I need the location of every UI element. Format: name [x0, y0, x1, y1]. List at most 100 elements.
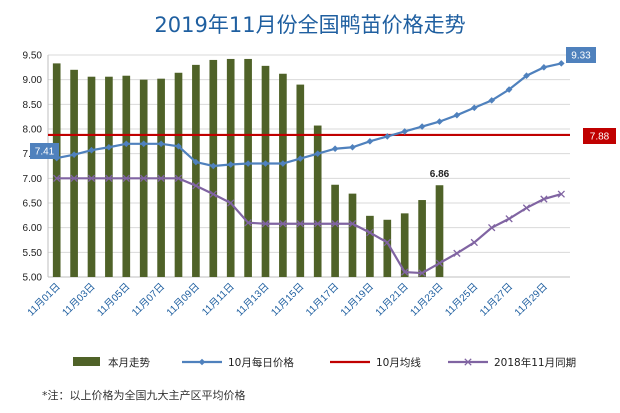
bar [296, 84, 305, 277]
point-october [88, 146, 95, 154]
point-october [297, 155, 304, 162]
point-2018 [453, 249, 461, 257]
average-value-label: 7.88 [590, 132, 610, 143]
point-2018 [192, 182, 200, 190]
point-october [157, 140, 165, 148]
bar [226, 58, 235, 277]
x-tick-label: 11月29日 [512, 281, 550, 319]
last-value-label: 9.33 [571, 51, 591, 62]
point-october [262, 160, 269, 167]
x-tick-label: 11月21日 [373, 281, 411, 319]
bar [244, 58, 252, 277]
x-tick-label: 11月05日 [95, 281, 133, 319]
point-2018 [348, 220, 357, 228]
first-value-label-box [30, 143, 59, 159]
legend-swatch-bar [73, 357, 100, 366]
y-tick-label: 9.50 [23, 51, 43, 62]
line-2018 [56, 177, 562, 275]
bar [174, 72, 183, 277]
bar [366, 215, 374, 277]
point-october [505, 86, 513, 93]
bar [400, 213, 409, 277]
point-2018 [488, 224, 496, 232]
point-october [314, 150, 321, 157]
point-october [488, 97, 495, 104]
point-2018 [279, 220, 287, 228]
last-value-label-box [566, 47, 596, 63]
x-tick-label: 11月09日 [164, 281, 202, 319]
point-2018 [140, 174, 148, 182]
bar [122, 75, 131, 277]
bar [105, 76, 113, 277]
x-tick-label: 11月23日 [408, 281, 446, 319]
first-value-label: 7.41 [35, 147, 55, 158]
legend-marker-2018 [464, 358, 472, 366]
data-labels: 7.41 9.33 7.88 6.86 [30, 47, 616, 180]
point-october [331, 145, 339, 153]
point-october [366, 138, 374, 145]
point-october [279, 160, 287, 167]
point-october [540, 64, 548, 71]
point-october [210, 162, 217, 170]
point-october [140, 140, 147, 148]
legend-label-bar: 本月走势 [108, 356, 150, 369]
point-2018 [366, 228, 374, 237]
point-october [453, 111, 461, 119]
point-2018 [418, 269, 426, 277]
bar [348, 193, 357, 277]
y-tick-label: 8.00 [23, 125, 43, 136]
point-2018 [557, 190, 565, 198]
point-2018 [244, 219, 252, 227]
line-series [48, 60, 570, 277]
point-october [523, 72, 530, 80]
legend: 本月走势 10月每日价格 10月均线 2018年11月同期 [73, 356, 576, 369]
x-tick-label: 11月15日 [269, 281, 307, 319]
x-axis: 11月01日11月03日11月05日11月07日11月09日11月11日11月1… [25, 281, 550, 319]
legend-label-2018: 2018年11月同期 [494, 356, 576, 369]
bar [331, 184, 339, 277]
point-2018 [227, 199, 235, 207]
point-2018 [87, 174, 96, 182]
bar [70, 69, 78, 277]
point-2018 [383, 238, 391, 247]
x-tick-label: 11月07日 [129, 281, 167, 319]
point-2018 [296, 220, 304, 228]
point-2018 [540, 195, 548, 203]
x-tick-label: 11月11日 [200, 281, 237, 318]
legend-marker-october [198, 358, 206, 366]
footnote: *注：以上价格为全国九大主产区平均价格 [42, 388, 246, 402]
point-2018 [470, 238, 478, 247]
point-october [192, 158, 200, 166]
bar [87, 76, 96, 277]
point-october [558, 60, 565, 67]
point-october [418, 123, 426, 130]
x-tick-label: 11月13日 [234, 281, 272, 319]
bar [435, 185, 444, 277]
point-october [384, 133, 391, 140]
point-october [349, 143, 356, 151]
point-october [105, 143, 113, 151]
bar [279, 73, 287, 277]
point-2018 [314, 220, 322, 228]
point-2018 [261, 220, 270, 228]
point-2018 [435, 259, 444, 267]
bar [52, 63, 61, 278]
point-2018 [105, 174, 113, 182]
bar [261, 65, 270, 277]
bar-last-value-label: 6.86 [430, 169, 450, 180]
point-october [401, 128, 408, 135]
point-october [175, 142, 182, 150]
y-tick-label: 7.00 [23, 174, 43, 185]
point-2018 [174, 174, 183, 182]
point-2018 [522, 204, 531, 212]
bar-series [52, 58, 444, 278]
grid-lines [48, 54, 570, 278]
chart-title: 2019年11月份全国鸭苗价格走势 [154, 13, 465, 37]
y-tick-label: 8.50 [23, 100, 43, 111]
point-october [227, 161, 234, 168]
y-tick-label: 6.00 [23, 223, 43, 234]
legend-label-october: 10月每日价格 [228, 356, 294, 369]
point-2018 [53, 174, 61, 182]
y-tick-label: 5.50 [23, 248, 43, 259]
x-tick-label: 11月01日 [25, 281, 63, 319]
